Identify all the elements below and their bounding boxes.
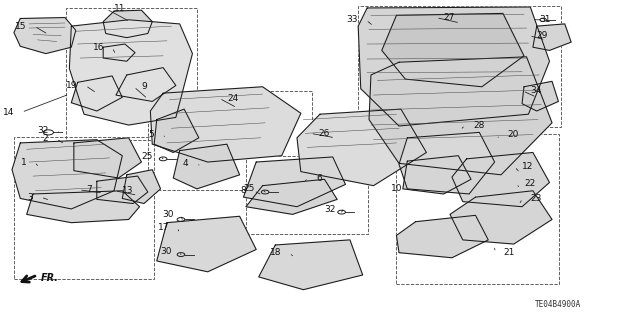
Text: TE04B4900A: TE04B4900A	[535, 300, 581, 309]
Polygon shape	[150, 87, 301, 162]
Polygon shape	[259, 240, 363, 290]
Bar	[246, 156, 369, 234]
Text: 20: 20	[508, 130, 519, 139]
Polygon shape	[452, 152, 550, 207]
Polygon shape	[27, 191, 140, 223]
Text: 31: 31	[540, 15, 551, 24]
Polygon shape	[450, 191, 552, 244]
Polygon shape	[382, 13, 524, 87]
Polygon shape	[403, 156, 471, 194]
Polygon shape	[173, 144, 239, 189]
Text: 13: 13	[122, 186, 134, 195]
Text: 32: 32	[324, 205, 335, 214]
Bar	[358, 6, 561, 127]
Text: 25: 25	[243, 184, 254, 193]
Polygon shape	[14, 18, 76, 54]
Text: 30: 30	[162, 210, 173, 219]
Polygon shape	[246, 179, 337, 214]
Text: 4: 4	[183, 159, 189, 168]
Polygon shape	[358, 7, 550, 126]
Text: 14: 14	[3, 108, 14, 117]
Text: 10: 10	[391, 184, 403, 193]
Text: 21: 21	[503, 248, 515, 257]
Bar	[14, 137, 154, 279]
Text: 32: 32	[37, 126, 49, 135]
Text: 29: 29	[537, 31, 548, 40]
Polygon shape	[533, 24, 571, 50]
Text: 27: 27	[444, 13, 455, 22]
Polygon shape	[116, 68, 176, 101]
Text: 22: 22	[524, 179, 535, 188]
Bar	[396, 134, 559, 284]
Text: 34: 34	[531, 86, 541, 95]
Polygon shape	[12, 140, 122, 209]
Polygon shape	[522, 81, 558, 111]
Text: 2: 2	[43, 134, 49, 143]
Text: 18: 18	[270, 248, 282, 257]
Text: 26: 26	[318, 129, 330, 138]
Text: 8: 8	[240, 186, 246, 195]
Polygon shape	[154, 109, 199, 152]
Polygon shape	[399, 132, 495, 194]
Text: 15: 15	[15, 22, 27, 31]
Text: 23: 23	[531, 194, 541, 203]
Polygon shape	[71, 76, 122, 111]
Text: 9: 9	[141, 82, 147, 91]
Text: 30: 30	[160, 247, 172, 256]
Polygon shape	[157, 216, 256, 272]
Text: 19: 19	[66, 81, 77, 90]
Polygon shape	[69, 20, 193, 125]
Bar	[148, 91, 312, 190]
Text: 12: 12	[522, 162, 533, 171]
Text: 7: 7	[86, 185, 92, 194]
Polygon shape	[103, 10, 152, 38]
Text: 33: 33	[347, 15, 358, 24]
Polygon shape	[103, 44, 135, 61]
Polygon shape	[122, 170, 161, 204]
Polygon shape	[74, 138, 141, 178]
Text: 24: 24	[227, 94, 238, 103]
Text: 6: 6	[316, 174, 322, 182]
Text: 28: 28	[473, 121, 484, 130]
Polygon shape	[396, 215, 488, 258]
Polygon shape	[297, 109, 426, 186]
Text: 17: 17	[158, 223, 170, 232]
Text: 5: 5	[148, 130, 154, 139]
Polygon shape	[97, 176, 148, 204]
Polygon shape	[243, 157, 346, 207]
Text: FR.: FR.	[41, 273, 59, 283]
Text: 3: 3	[28, 193, 33, 202]
Text: 1: 1	[21, 158, 27, 167]
Text: 11: 11	[114, 4, 125, 13]
Text: 25: 25	[141, 152, 152, 161]
Text: 16: 16	[93, 43, 104, 52]
Polygon shape	[369, 57, 552, 175]
Bar	[66, 8, 197, 140]
